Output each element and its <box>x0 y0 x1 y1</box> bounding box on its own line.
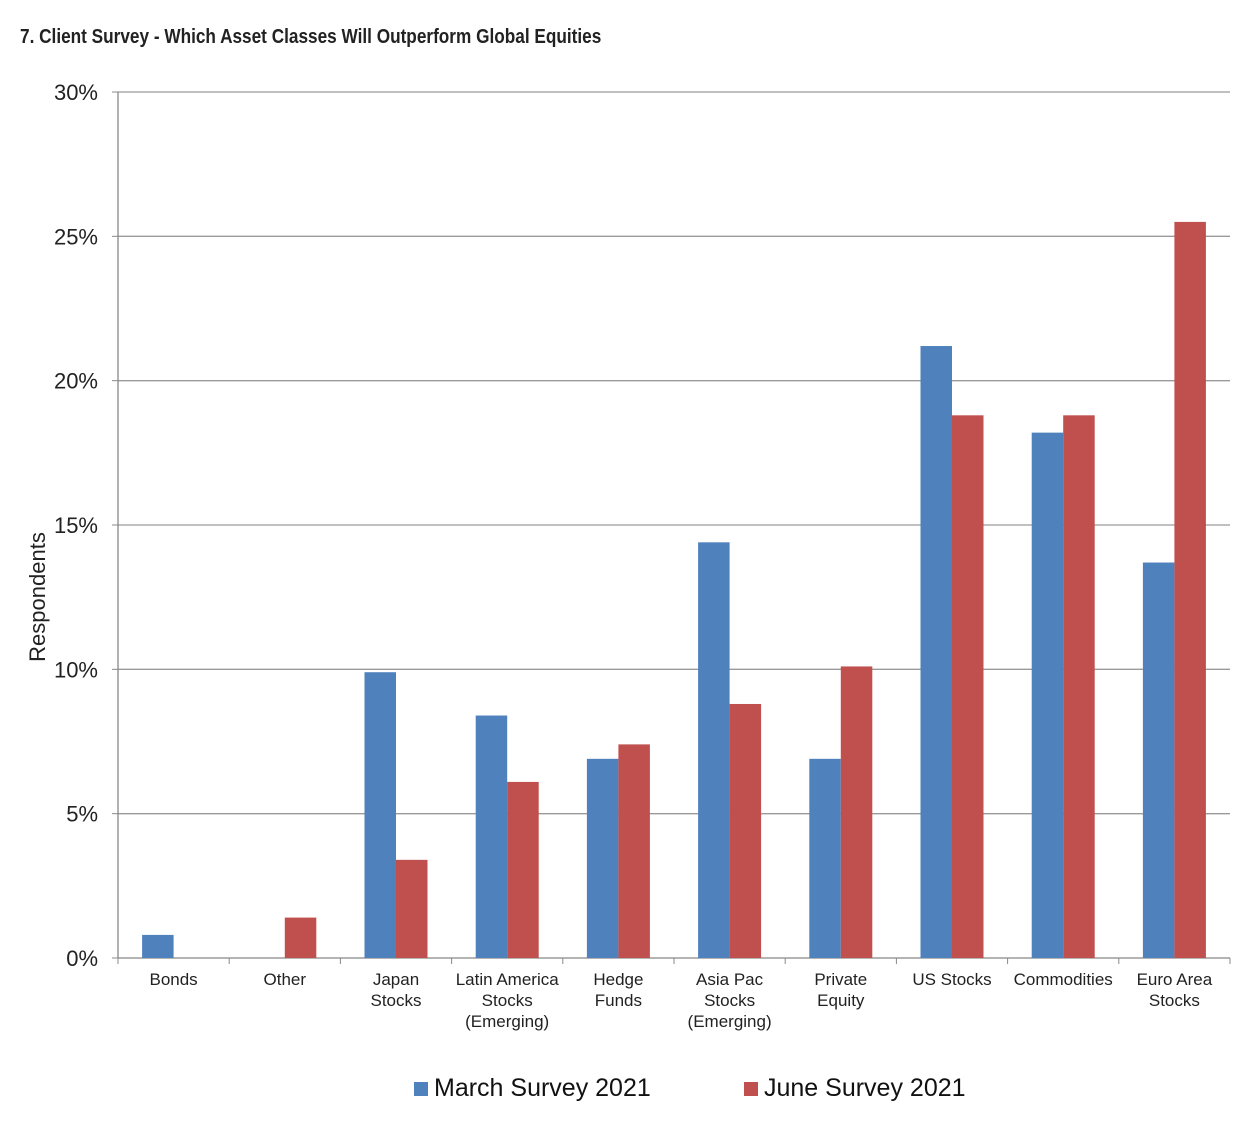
bar-march <box>1142 562 1175 958</box>
bar-june <box>729 703 762 958</box>
x-tick-label: Stocks <box>704 991 755 1010</box>
x-tick-label: Euro Area <box>1137 970 1213 989</box>
x-tick-label: Latin America <box>456 970 560 989</box>
x-tick-label: Commodities <box>1014 970 1113 989</box>
bar-june <box>284 917 317 958</box>
x-tick-label: Hedge <box>593 970 643 989</box>
y-tick-label: 15% <box>54 513 98 538</box>
bar-march <box>475 715 508 958</box>
bar-june <box>618 744 650 958</box>
x-tick-label: Stocks <box>482 991 533 1010</box>
x-tick-label: Stocks <box>1149 991 1200 1010</box>
bar-march <box>142 934 174 958</box>
bar-march <box>809 758 841 958</box>
y-tick-label: 20% <box>54 369 98 394</box>
bar-march <box>1031 432 1064 958</box>
bar-march <box>698 542 730 958</box>
x-tick-label: Private <box>814 970 867 989</box>
x-tick-labels: Bonds Other Japan Stocks Latin America Stocks… <box>149 970 1212 1031</box>
bar-march <box>364 672 396 958</box>
bar-june <box>840 666 873 958</box>
x-tick-label: Japan <box>373 970 419 989</box>
bar-june <box>507 781 539 958</box>
y-axis-label: Respondents <box>25 532 50 662</box>
y-tick-labels: 0% 5% 10% 15% 20% 25% 30% <box>54 80 98 971</box>
bar-june <box>396 859 428 958</box>
bars <box>142 221 1206 959</box>
x-tick-label: Equity <box>817 991 865 1010</box>
legend-swatch-march <box>414 1081 428 1096</box>
x-tick-label: Funds <box>595 991 642 1010</box>
legend-swatch-june <box>744 1081 758 1096</box>
x-tick-label: (Emerging) <box>465 1012 549 1031</box>
x-tick-label: Asia Pac <box>696 970 764 989</box>
legend-label-june: June Survey 2021 <box>764 1074 966 1102</box>
legend-item-march: March Survey 2021 <box>414 1074 651 1103</box>
legend-label-march: March Survey 2021 <box>434 1074 651 1102</box>
bar-june <box>952 415 984 959</box>
x-tick-label: US Stocks <box>912 970 991 989</box>
x-tick-label: Other <box>264 970 307 989</box>
y-tick-label: 0% <box>66 946 98 971</box>
bar-june <box>1174 221 1206 958</box>
bar-june <box>1063 415 1095 959</box>
bar-march <box>920 346 952 958</box>
x-tick-label: (Emerging) <box>688 1012 772 1031</box>
x-tick-label: Bonds <box>149 970 197 989</box>
chart-title: 7. Client Survey - Which Asset Classes W… <box>20 26 602 48</box>
legend: March Survey 2021 June Survey 2021 <box>0 1074 1260 1110</box>
bar-march <box>586 758 619 958</box>
y-tick-label: 30% <box>54 80 98 105</box>
y-tick-label: 5% <box>66 802 98 827</box>
x-tick-label: Stocks <box>370 991 421 1010</box>
legend-item-june: June Survey 2021 <box>744 1074 966 1103</box>
y-tick-label: 25% <box>54 224 98 249</box>
y-tick-label: 10% <box>54 657 98 682</box>
